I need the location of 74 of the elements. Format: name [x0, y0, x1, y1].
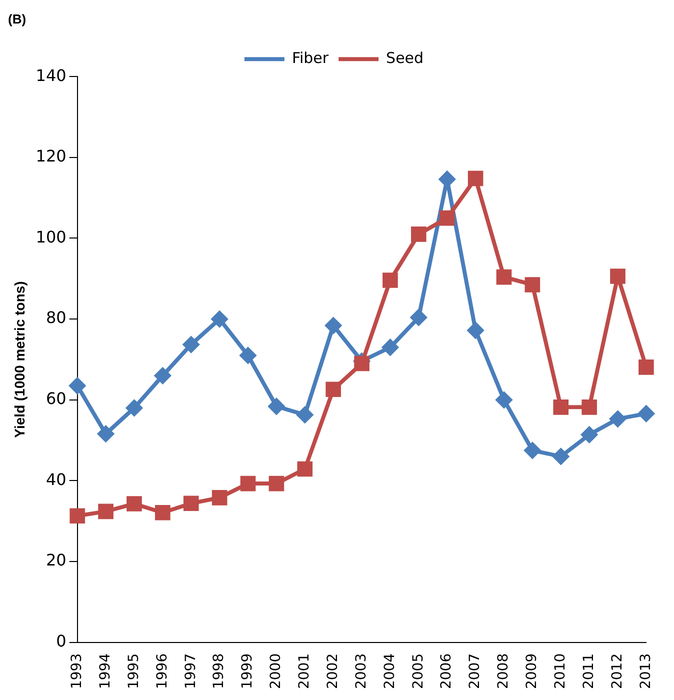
y-tick-label: 40 — [46, 470, 66, 489]
point — [70, 508, 85, 524]
point — [183, 496, 199, 512]
point — [410, 309, 427, 326]
point — [155, 504, 170, 520]
chart-title: (B) — [8, 11, 26, 26]
x-tick-label: 1996 — [154, 653, 170, 690]
legend-label: Seed — [386, 48, 424, 67]
point — [439, 171, 456, 188]
point — [268, 476, 284, 492]
point — [496, 392, 512, 408]
point — [69, 378, 86, 394]
point — [382, 339, 398, 356]
legend-label: Fiber — [292, 48, 330, 67]
point — [638, 406, 654, 422]
point — [552, 448, 569, 464]
x-tick-label: 2001 — [296, 653, 313, 690]
point — [581, 426, 598, 443]
point — [325, 318, 342, 334]
point — [524, 442, 540, 458]
point — [354, 356, 370, 372]
x-tick-label: 2005 — [410, 653, 426, 690]
x-tick-label: 1994 — [97, 653, 114, 690]
x-tick-label: 2000 — [268, 653, 284, 690]
point — [610, 410, 626, 427]
point — [98, 504, 114, 520]
x-tick-label: 2012 — [609, 653, 626, 690]
x-tick-label: 1998 — [211, 653, 228, 690]
x-tick-label: 2004 — [382, 653, 398, 690]
point — [240, 347, 256, 364]
point — [439, 210, 455, 226]
y-tick-label: 140 — [36, 66, 66, 85]
y-tick-label: 120 — [36, 146, 66, 166]
point — [126, 496, 142, 512]
x-tick-label: 2007 — [467, 653, 484, 690]
point — [240, 476, 256, 492]
point — [582, 400, 597, 415]
x-tick-label: 2003 — [353, 653, 370, 690]
point — [212, 311, 228, 328]
point — [553, 400, 569, 415]
x-tick-label: 2006 — [438, 653, 455, 690]
y-tick-label: 100 — [36, 227, 66, 246]
x-tick-label: 1997 — [182, 653, 199, 690]
point — [212, 490, 228, 506]
point — [297, 461, 313, 477]
point — [496, 269, 512, 285]
point — [524, 277, 540, 292]
point — [154, 368, 171, 384]
point — [468, 322, 484, 338]
x-tick-label: 2002 — [324, 653, 341, 690]
y-tick-label: 20 — [46, 550, 66, 570]
y-tick-label: 0 — [56, 632, 66, 651]
point — [268, 398, 284, 414]
y-tick-label: 80 — [46, 308, 66, 328]
x-tick-label: 2010 — [552, 653, 569, 690]
point — [411, 226, 426, 242]
x-tick-label: 1999 — [240, 653, 256, 690]
x-tick-label: 2013 — [638, 653, 654, 690]
x-tick-label: 1995 — [126, 653, 142, 690]
x-tick-label: 2008 — [496, 653, 512, 690]
point — [468, 170, 484, 186]
y-axis-title: Yield (1000 metric tons) — [11, 281, 28, 438]
x-tick-label: 2011 — [580, 653, 597, 690]
point — [98, 426, 114, 442]
point — [126, 400, 142, 416]
point — [382, 272, 398, 288]
point — [296, 406, 313, 423]
y-tick-label: 60 — [46, 389, 66, 408]
point — [610, 268, 626, 284]
point — [326, 382, 341, 398]
point — [183, 336, 200, 353]
x-tick-label: 1993 — [68, 653, 85, 690]
x-tick-label: 2009 — [524, 653, 540, 690]
point — [638, 360, 654, 375]
